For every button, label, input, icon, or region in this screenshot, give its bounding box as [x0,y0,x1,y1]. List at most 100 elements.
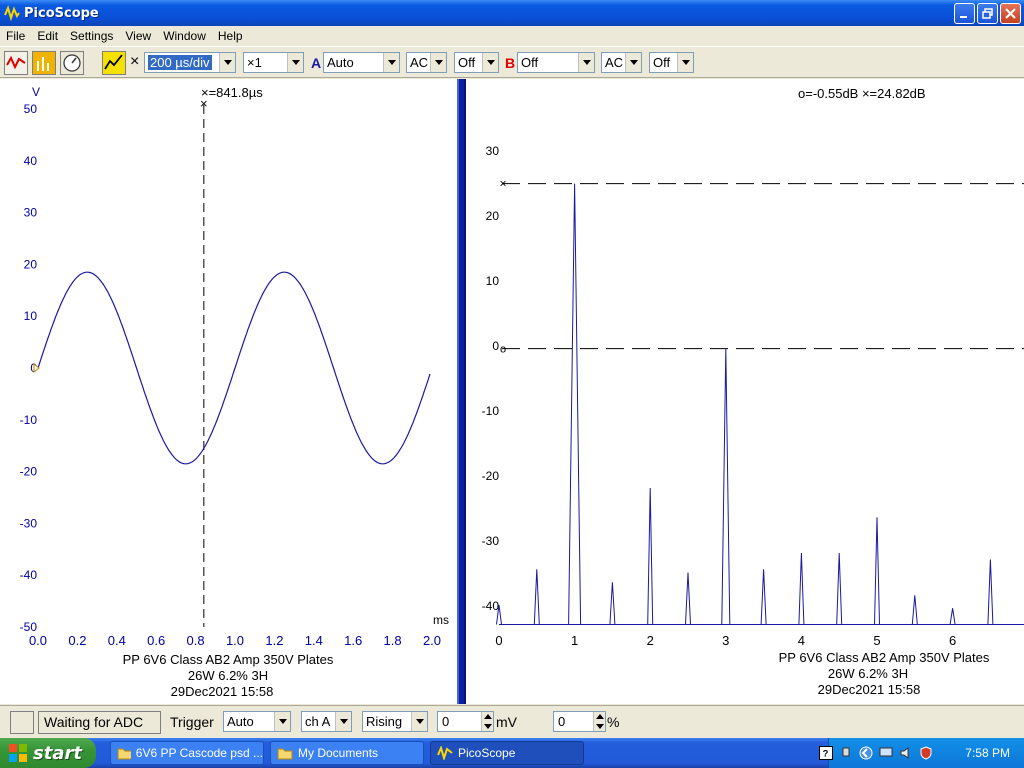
trigger-mode-select[interactable]: Auto [223,711,291,732]
spectrum-peak [609,582,616,625]
channel-b-offset-select[interactable]: Off [649,52,694,73]
y-tick-label: 40 [24,154,38,168]
y-tick-label: -30 [20,516,38,530]
x-tick-label: 2 [647,633,654,648]
x-tick-label: 1.8 [384,633,402,648]
pre-trigger-spinner[interactable] [593,712,605,731]
channel-a-offset-value: Off [458,55,476,70]
multiplier-select[interactable]: ×1 [243,52,304,73]
svg-text:?: ? [823,747,829,758]
timebase-select[interactable]: 200 µs/div [144,52,236,73]
timebase-value: 200 µs/div [148,55,212,70]
spectrum-peak [721,348,731,625]
trigger-edge-select[interactable]: Rising [362,711,428,732]
x-tick-label: 0.2 [68,633,86,648]
network-icon[interactable] [839,746,853,760]
channel-a-range-value: Auto [327,55,354,70]
x-tick-label: 1.4 [305,633,323,648]
caption-line-2: 26W 6.2% 3H [188,668,268,683]
x-tick-label: 2.0 [423,633,441,648]
trigger-threshold-value: 0 [442,714,450,729]
y-tick-label: 10 [24,309,38,323]
help-icon[interactable]: ? [819,746,833,760]
chevron-down-icon [219,53,235,72]
trigger-threshold-input[interactable]: 0 [437,711,494,732]
o-cursor-marker-icon[interactable]: o [500,344,506,356]
spectrum-peak [949,608,956,625]
task-picoscope[interactable]: PicoScope [430,741,584,765]
task-my-documents[interactable]: My Documents [270,741,424,765]
auto-setup-button[interactable] [102,51,126,75]
trigger-marker-icon[interactable] [33,362,40,374]
menu-file[interactable]: File [6,29,26,43]
run-stop-button[interactable] [10,711,34,734]
scope-mode-button[interactable] [4,51,28,75]
folder-icon [117,748,131,760]
trigger-channel-select[interactable]: ch A [301,711,352,732]
menu-edit[interactable]: Edit [37,29,59,43]
task-label: My Documents [298,746,379,760]
monitor-icon[interactable] [879,746,893,760]
spectrum-peak [760,569,767,625]
spectrum-peak [987,559,994,625]
spectrum-peak [533,569,540,625]
folder-icon [277,748,293,760]
spectrum-peak [647,487,654,625]
menu-help[interactable]: Help [217,29,243,43]
y-tick-label: -50 [20,620,38,634]
x-tick-label: 5 [873,633,880,648]
pre-trigger-input[interactable]: 0 [553,711,606,732]
x-tick-label: 6 [949,633,956,648]
channel-a-offset-select[interactable]: Off [454,52,499,73]
security-icon[interactable] [919,746,933,760]
spectrum-chart[interactable]: o=-0.55dB ×=24.82dB 3020100-10-20-30-40 … [466,79,1024,704]
spectrum-mode-button[interactable] [32,51,56,75]
clock: 7:58 PM [965,746,1010,760]
y-tick-label: -10 [482,404,500,418]
cursor-marker-icon[interactable]: × [200,96,208,111]
x-cursor-marker-icon[interactable]: × [499,177,506,191]
view-splitter[interactable] [457,79,466,704]
windows-logo-icon [9,744,27,762]
pre-trigger-value: 0 [558,714,566,729]
threshold-spinner[interactable] [481,712,493,731]
chevron-left-icon[interactable] [859,746,873,760]
channel-a-coupling-select[interactable]: AC [406,52,447,73]
channel-a-range-select[interactable]: Auto [323,52,400,73]
volume-icon[interactable] [899,746,913,760]
scope-chart[interactable]: V ms ×=841.8µs 50403020100-10-20-30-40-5… [0,79,457,704]
x-tick-label: 0.4 [108,633,126,648]
x-tick-label: 1 [571,633,578,648]
y-tick-label: 30 [486,144,500,158]
caption-line-1: PP 6V6 Class AB2 Amp 350V Plates [123,652,334,667]
spectrum-view[interactable]: o=-0.55dB ×=24.82dB 30 20 10 0 -10 -20 -30 -40 … [466,79,1024,704]
menu-view[interactable]: View [125,29,152,43]
channel-b-coupling-value: AC [605,55,624,70]
x-axis-unit: ms [433,613,449,627]
chevron-down-icon [383,53,399,72]
y-axis-unit: V [32,85,40,99]
window-title: PicoScope [24,5,99,21]
chevron-down-icon [482,53,498,72]
close-button[interactable] [1000,3,1021,24]
x-tick-label: 4 [798,633,805,648]
spectrum-peak [798,552,805,625]
channel-b-coupling-select[interactable]: AC [601,52,642,73]
menu-window[interactable]: Window [163,29,206,43]
x-tick-label: 3 [722,633,729,648]
trigger-edge-value: Rising [366,714,403,729]
start-button[interactable]: start [0,738,96,768]
scope-view[interactable]: V ms ×=841.8µs 50403020100-10-20-30-40-5… [0,79,457,704]
trigger-label: Trigger [170,714,214,730]
chevron-down-icon [411,712,427,731]
menu-settings[interactable]: Settings [70,29,114,43]
channel-b-range-select[interactable]: Off [517,52,595,73]
restore-icon [982,8,993,19]
minimize-icon [960,16,967,18]
meter-mode-button[interactable] [60,51,84,75]
restore-button[interactable] [977,3,998,24]
spectrum-peak [496,604,502,625]
task-6v6-folder[interactable]: 6V6 PP Cascode psd ... [110,741,264,765]
minimize-button[interactable] [954,3,975,24]
